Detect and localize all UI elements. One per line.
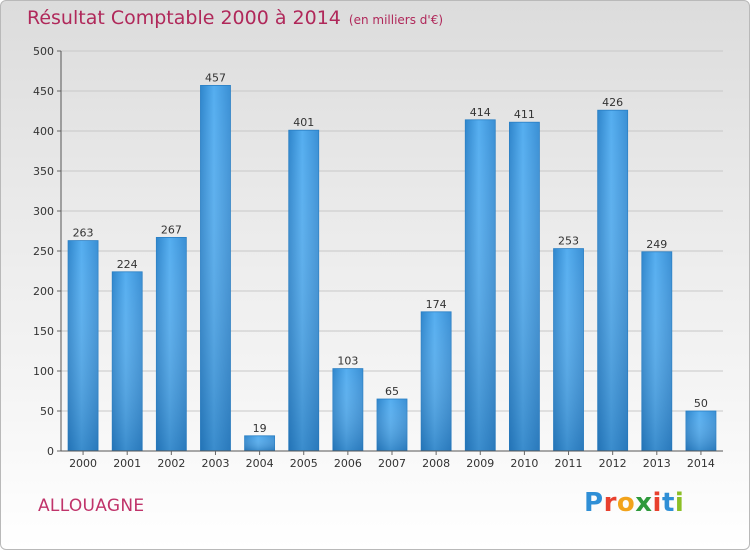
chart-subtitle: (en milliers d'€) — [348, 13, 444, 27]
bar-value-label: 174 — [426, 298, 447, 311]
bar-shade — [465, 119, 496, 452]
bar-shade — [288, 130, 319, 451]
x-tick-label: 2012 — [599, 457, 627, 470]
logo-letter: x — [635, 488, 653, 518]
y-tick-label: 250 — [33, 245, 54, 258]
logo-letter: o — [616, 488, 636, 518]
bar-value-label: 19 — [253, 422, 267, 435]
logo-letter: t — [661, 488, 675, 518]
bar-shade — [553, 248, 584, 451]
bar-value-label: 103 — [337, 355, 358, 368]
chart-title: Résultat Comptable 2000 à 2014 (en millie… — [27, 7, 443, 29]
chart-title-text: Résultat Comptable 2000 à 2014 — [27, 7, 341, 29]
bar-shade — [641, 251, 672, 451]
bar-value-label: 414 — [470, 106, 491, 119]
x-tick-label: 2010 — [510, 457, 538, 470]
bar-shade — [685, 411, 716, 451]
bar-shade — [156, 237, 187, 451]
logo-letter: i — [674, 488, 685, 518]
bar-shade — [597, 110, 628, 451]
logo-letter: r — [603, 488, 617, 518]
x-tick-label: 2008 — [422, 457, 450, 470]
x-tick-label: 2005 — [290, 457, 318, 470]
bar-value-label: 411 — [514, 108, 535, 121]
y-tick-label: 400 — [33, 125, 54, 138]
y-tick-label: 50 — [40, 405, 54, 418]
bar-value-label: 267 — [161, 223, 182, 236]
bar-value-label: 253 — [558, 235, 579, 248]
y-tick-label: 450 — [33, 85, 54, 98]
y-tick-label: 350 — [33, 165, 54, 178]
proxiti-logo: Proxiti — [584, 488, 684, 518]
y-tick-label: 150 — [33, 325, 54, 338]
bar-value-label: 426 — [602, 96, 623, 109]
bar-value-label: 457 — [205, 71, 226, 84]
bar-shade — [376, 399, 408, 451]
bar-value-label: 249 — [646, 238, 667, 251]
y-tick-label: 100 — [33, 365, 54, 378]
bar-shade — [112, 271, 143, 451]
bar-value-label: 401 — [293, 116, 314, 129]
x-tick-label: 2011 — [555, 457, 583, 470]
y-tick-label: 500 — [33, 45, 54, 58]
labels-layer: 263 224 267 457 19 401 103 65 174 414 411 253 426 249… — [73, 71, 708, 434]
x-tick-label: 2000 — [69, 457, 97, 470]
x-tick-label: 2009 — [466, 457, 494, 470]
x-tick-label: 2013 — [643, 457, 671, 470]
x-tick-label: 2014 — [687, 457, 715, 470]
bar-shade — [509, 122, 540, 451]
x-tick-label: 2004 — [246, 457, 274, 470]
logo-letter: i — [652, 488, 662, 518]
bar-shade — [421, 311, 452, 451]
bars-layer — [67, 85, 717, 452]
bar-value-label: 224 — [117, 258, 138, 271]
commune-name: ALLOUAGNE — [38, 496, 145, 516]
y-tick-label: 300 — [33, 205, 54, 218]
x-tick-label: 2007 — [378, 457, 406, 470]
bar-shade — [68, 240, 99, 451]
y-tick-label: 0 — [47, 445, 54, 458]
bar-shade — [200, 85, 231, 452]
x-tick-label: 2001 — [113, 457, 141, 470]
x-tick-label: 2003 — [201, 457, 229, 470]
x-tick-label: 2006 — [334, 457, 362, 470]
bar-shade — [332, 368, 363, 451]
y-tick-label: 200 — [33, 285, 54, 298]
bar-value-label: 263 — [73, 227, 94, 240]
bar-value-label: 65 — [385, 385, 399, 398]
logo-letter: P — [584, 488, 604, 518]
bar-value-label: 50 — [694, 397, 708, 410]
x-tick-label: 2002 — [157, 457, 185, 470]
bar-shade — [244, 435, 275, 451]
